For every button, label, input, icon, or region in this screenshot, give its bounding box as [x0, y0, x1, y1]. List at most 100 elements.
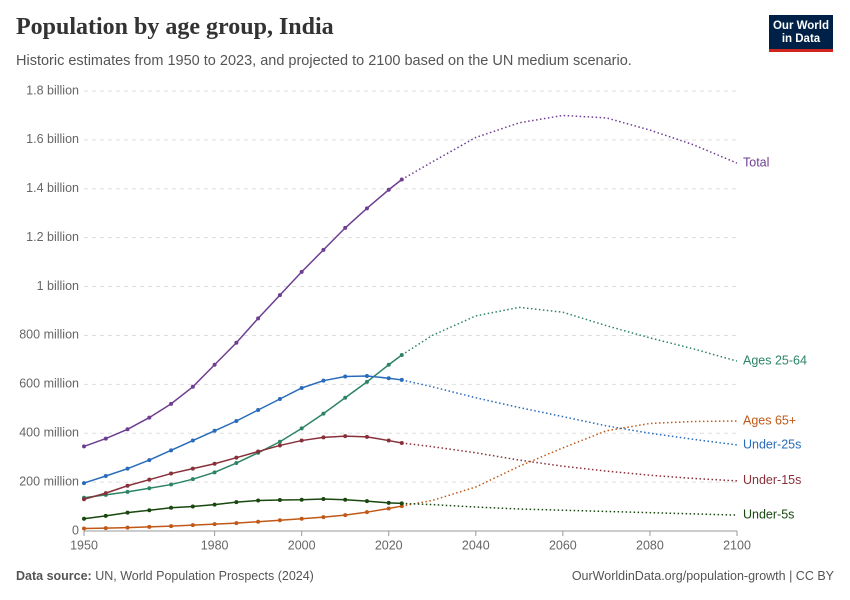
x-tick-label: 2100 [723, 538, 751, 552]
series-label: Under-15s [743, 473, 801, 487]
point [343, 434, 348, 439]
point [103, 491, 108, 496]
point [125, 525, 130, 530]
line-projection [401, 442, 738, 482]
point [82, 481, 86, 486]
point [256, 519, 261, 524]
point [147, 477, 152, 482]
x-tick-label: 2020 [375, 538, 403, 552]
series-label: Under-25s [743, 437, 801, 451]
line-projection [401, 379, 738, 446]
point [386, 506, 391, 511]
y-tick-label: 1.6 billion [26, 132, 79, 146]
point [125, 483, 130, 488]
source: Data source: UN, World Population Prospe… [16, 569, 314, 583]
point [125, 510, 130, 515]
y-tick-label: 1.4 billion [26, 181, 79, 195]
point [125, 466, 130, 471]
point [212, 428, 217, 433]
point [364, 379, 369, 384]
point [321, 496, 326, 501]
point [190, 438, 195, 443]
point [386, 187, 391, 192]
point [277, 397, 282, 401]
point [277, 439, 282, 444]
point [386, 376, 391, 381]
source-text: UN, World Population Prospects (2024) [95, 569, 314, 583]
point [343, 513, 348, 518]
point [364, 499, 369, 504]
x-tick-label: 2000 [288, 538, 316, 552]
series-label: Ages 65+ [743, 413, 796, 427]
point [212, 362, 217, 367]
line-historic [83, 435, 402, 500]
y-tick-label: 1 billion [37, 279, 79, 293]
point [82, 516, 86, 521]
footer-url[interactable]: OurWorldinData.org/population-growth | C… [571, 569, 834, 583]
line-historic [83, 498, 402, 520]
point [212, 470, 217, 475]
x-tick-label: 2040 [462, 538, 490, 552]
point [277, 518, 282, 523]
point [386, 362, 391, 367]
point [147, 458, 152, 463]
point [169, 448, 174, 453]
point [299, 438, 304, 443]
point [82, 497, 86, 502]
x-tick-label: 1950 [70, 538, 98, 552]
point [190, 477, 195, 482]
series-label: Ages 25-64 [743, 353, 807, 367]
series-label: Under-5s [743, 507, 794, 521]
point [190, 504, 195, 509]
point [125, 427, 130, 432]
point [364, 434, 369, 439]
line-projection [401, 420, 738, 507]
point [169, 505, 174, 510]
point [212, 502, 217, 507]
point [147, 508, 152, 513]
point [169, 471, 174, 476]
line-projection [401, 306, 738, 362]
point [364, 374, 369, 379]
point [234, 340, 239, 345]
logo[interactable]: Our World in Data [769, 15, 833, 52]
point [103, 436, 108, 441]
y-tick-label: 400 million [19, 426, 79, 440]
point [343, 225, 348, 230]
point [147, 486, 152, 491]
series-label: Total [743, 155, 769, 169]
x-tick-label: 2080 [636, 538, 664, 552]
point [321, 247, 326, 252]
point [364, 206, 369, 211]
point [386, 438, 391, 443]
point [321, 411, 326, 416]
point [299, 426, 304, 431]
point [234, 455, 239, 460]
y-tick-label: 600 million [19, 377, 79, 391]
line-historic [83, 505, 402, 530]
point [277, 293, 282, 298]
point [256, 498, 261, 503]
x-tick-label: 1980 [201, 538, 229, 552]
y-tick-label: 0 [72, 523, 79, 537]
point [103, 474, 108, 478]
point [299, 497, 304, 502]
y-tick-label: 200 million [19, 474, 79, 488]
point [147, 524, 152, 529]
y-tick-label: 1.8 billion [26, 83, 79, 97]
point [234, 500, 239, 505]
x-tick-label: 2060 [549, 538, 577, 552]
point [234, 521, 239, 526]
point [364, 510, 369, 515]
point [190, 466, 195, 471]
point [386, 500, 391, 505]
point [299, 516, 304, 521]
point [82, 526, 86, 531]
point [190, 384, 195, 389]
source-label: Data source: [16, 569, 92, 583]
point [103, 526, 108, 531]
point [234, 461, 239, 466]
subtitle: Historic estimates from 1950 to 2023, an… [16, 53, 632, 69]
point [343, 395, 348, 400]
